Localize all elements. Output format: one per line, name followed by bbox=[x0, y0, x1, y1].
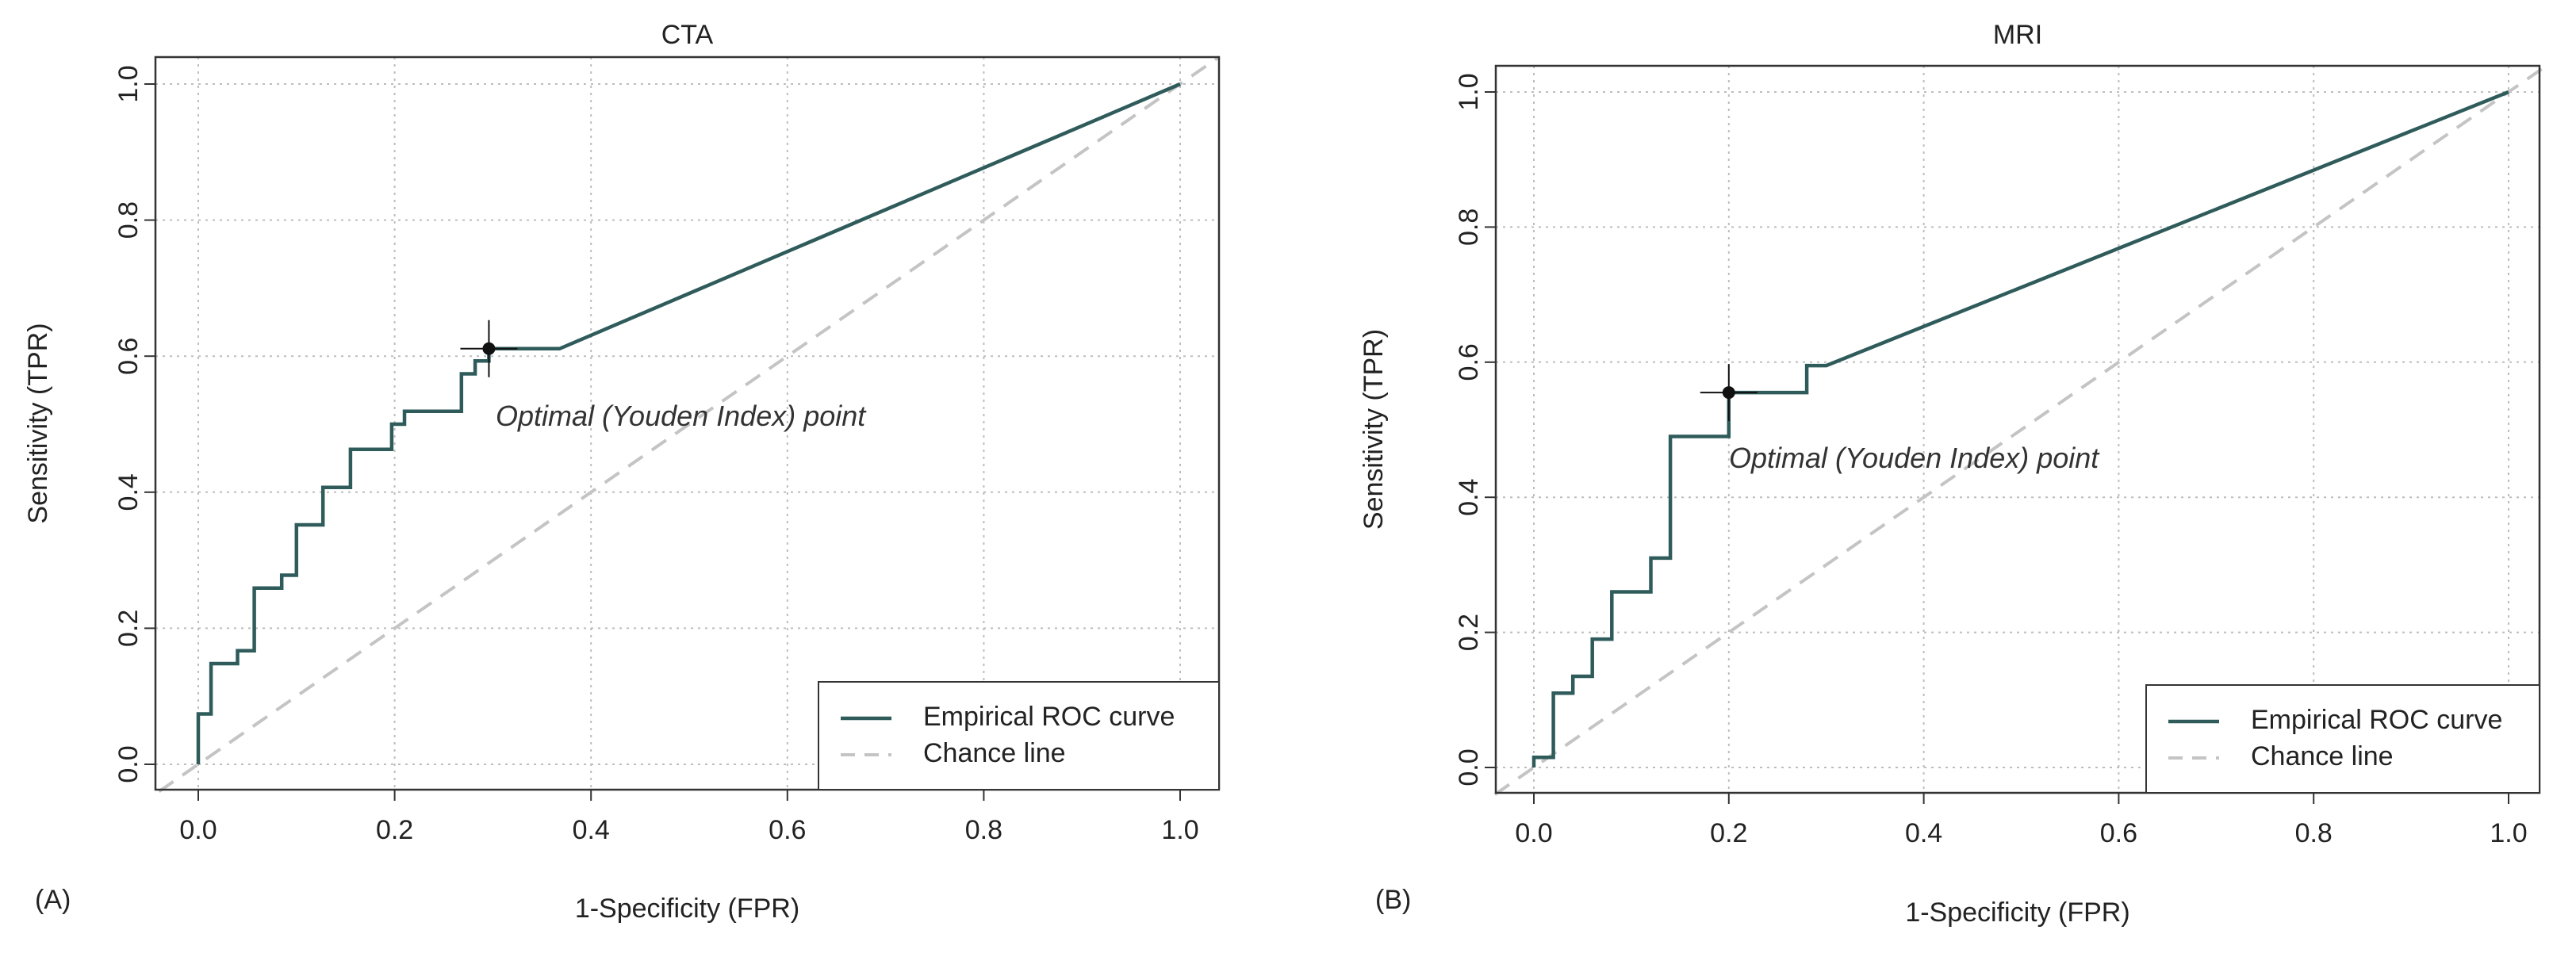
legend-box bbox=[818, 681, 1220, 790]
y-tick-label: 0.4 bbox=[113, 473, 144, 511]
x-tick-label: 0.8 bbox=[2295, 818, 2333, 848]
y-tick-label: 0.6 bbox=[1454, 343, 1484, 381]
y-tick-label: 0.4 bbox=[1454, 479, 1484, 516]
y-tick-label: 0.0 bbox=[113, 745, 144, 783]
x-tick-label: 0.0 bbox=[1515, 818, 1552, 848]
optimal-point-annotation: Optimal (Youden Index) point bbox=[496, 400, 867, 432]
optimal-point-annotation: Optimal (Youden Index) point bbox=[1729, 442, 2100, 474]
roc-curve bbox=[1531, 90, 2509, 767]
legend-box bbox=[2145, 684, 2540, 794]
y-tick-label: 0.2 bbox=[113, 610, 144, 647]
chart-title: CTA bbox=[661, 20, 714, 50]
x-tick-label: 0.6 bbox=[769, 815, 806, 845]
x-tick-label: 0.2 bbox=[1710, 818, 1747, 848]
y-tick-label: 1.0 bbox=[1454, 73, 1484, 110]
y-tick-label: 0.6 bbox=[113, 338, 144, 375]
panel-label: (B) bbox=[1375, 885, 1411, 915]
x-axis-label: 1-Specificity (FPR) bbox=[1905, 898, 2129, 928]
optimal-point bbox=[482, 342, 496, 355]
chart-title: MRI bbox=[1993, 20, 2042, 50]
chart-panel-mri: 0.0 0.2 0.4 0.6 0.8 1.0 0.0 0.2 0.4 0.6 0.8 1.0 MRI 1… bbox=[1359, 20, 2549, 928]
y-tick-label: 0.8 bbox=[113, 201, 144, 239]
legend-label-chance: Chance line bbox=[2251, 741, 2394, 771]
x-tick-label: 1.0 bbox=[2490, 818, 2527, 848]
x-tick-label: 0.4 bbox=[573, 815, 610, 845]
chart-panel-cta: 0.0 0.2 0.4 0.6 0.8 1.0 0.0 0.2 0.4 0.6 0.8 1.0 CTA 1… bbox=[23, 20, 1221, 924]
x-tick-label: 0.8 bbox=[965, 815, 1002, 845]
x-axis-label: 1-Specificity (FPR) bbox=[575, 894, 799, 924]
legend: Empirical ROC curve Chance line bbox=[818, 681, 1220, 790]
x-tick-label: 0.6 bbox=[2100, 818, 2137, 848]
legend-label-roc: Empirical ROC curve bbox=[2251, 705, 2502, 735]
panel-label: (A) bbox=[35, 885, 71, 915]
chance-line bbox=[1493, 63, 2549, 796]
x-tick-label: 0.4 bbox=[1905, 818, 1942, 848]
x-tick-label: 0.0 bbox=[179, 815, 217, 845]
chance-line bbox=[158, 55, 1221, 793]
y-tick-label: 0.2 bbox=[1454, 614, 1484, 651]
legend-label-roc: Empirical ROC curve bbox=[923, 702, 1175, 732]
plot-frame bbox=[154, 55, 1221, 791]
y-tick-label: 1.0 bbox=[113, 65, 144, 102]
optimal-point bbox=[1722, 386, 1735, 400]
y-axis-label: Sensitivity (TPR) bbox=[23, 323, 53, 523]
legend-label-chance: Chance line bbox=[923, 738, 1066, 768]
roc-curve bbox=[196, 82, 1181, 764]
plot-frame bbox=[1494, 64, 2541, 794]
y-axis-label: Sensitivity (TPR) bbox=[1359, 329, 1389, 530]
x-tick-label: 0.2 bbox=[376, 815, 413, 845]
legend: Empirical ROC curve Chance line bbox=[2145, 684, 2540, 794]
y-tick-label: 0.8 bbox=[1454, 209, 1484, 246]
y-tick-label: 0.0 bbox=[1454, 748, 1484, 786]
x-tick-label: 1.0 bbox=[1161, 815, 1198, 845]
